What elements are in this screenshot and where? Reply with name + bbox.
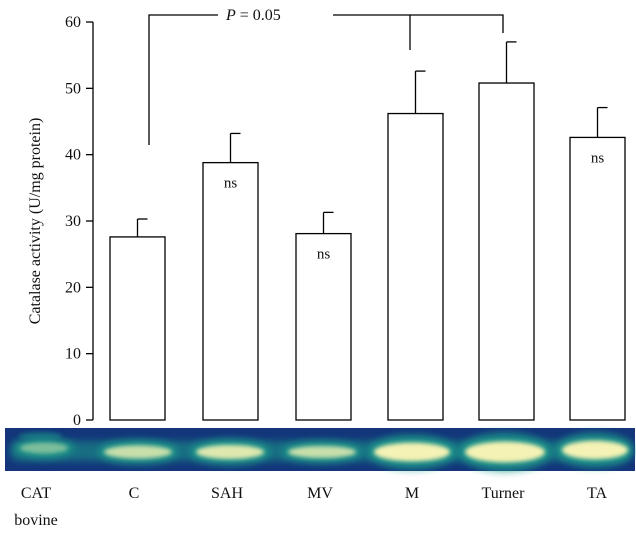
y-tick-label: 60: [65, 14, 81, 31]
y-tick-label: 10: [65, 346, 81, 363]
bars: ns ns ns: [109, 41, 626, 421]
gel-image: [5, 428, 635, 471]
gel-band-core: [465, 441, 545, 463]
p-value-label: P = 0.05: [225, 7, 281, 24]
gel-band-core: [196, 444, 264, 460]
y-tick-label: 40: [65, 147, 81, 164]
ns-label-ta: ns: [591, 150, 605, 166]
ns-label-mv: ns: [317, 247, 331, 263]
lane-label: TA: [587, 485, 607, 502]
significance-bracket: P = 0.05: [148, 7, 504, 145]
bar-mv: [295, 232, 352, 421]
y-tick-label: 50: [65, 80, 81, 97]
y-axis: 0 10 20 30 40 50 60 Catalase activity (U/mg pro…: [27, 14, 94, 429]
lane-label: M: [405, 485, 419, 502]
ns-label-sah: ns: [224, 176, 238, 192]
bar-m: [387, 112, 444, 421]
lane-label: SAH: [211, 485, 243, 502]
bar-ta: [569, 136, 626, 421]
lane-label: C: [129, 485, 140, 502]
gel-band-upper: [18, 432, 62, 440]
y-tick-label: 20: [65, 279, 81, 296]
gel-band-core: [20, 442, 68, 454]
lane-label: Turner: [482, 485, 526, 502]
gel-band-core: [374, 442, 450, 462]
y-axis-label: Catalase activity (U/mg protein): [27, 118, 44, 325]
lane-label: MV: [307, 485, 333, 502]
y-tick-label: 0: [73, 412, 81, 429]
gel-band-core: [104, 445, 172, 459]
lane-label: CAT: [21, 485, 51, 502]
gel-lane-labels: CAT bovine C SAH MV M Turner TA: [14, 485, 607, 529]
bar-sah: [202, 161, 259, 421]
gel-band-core: [288, 445, 356, 459]
gel-band-core: [562, 440, 628, 460]
bar-c: [109, 236, 166, 421]
y-tick-label: 30: [65, 213, 81, 230]
bracket-right: [333, 14, 504, 33]
bracket-left: [148, 14, 218, 145]
bar-turner: [478, 82, 535, 421]
lane-label: bovine: [14, 512, 58, 529]
